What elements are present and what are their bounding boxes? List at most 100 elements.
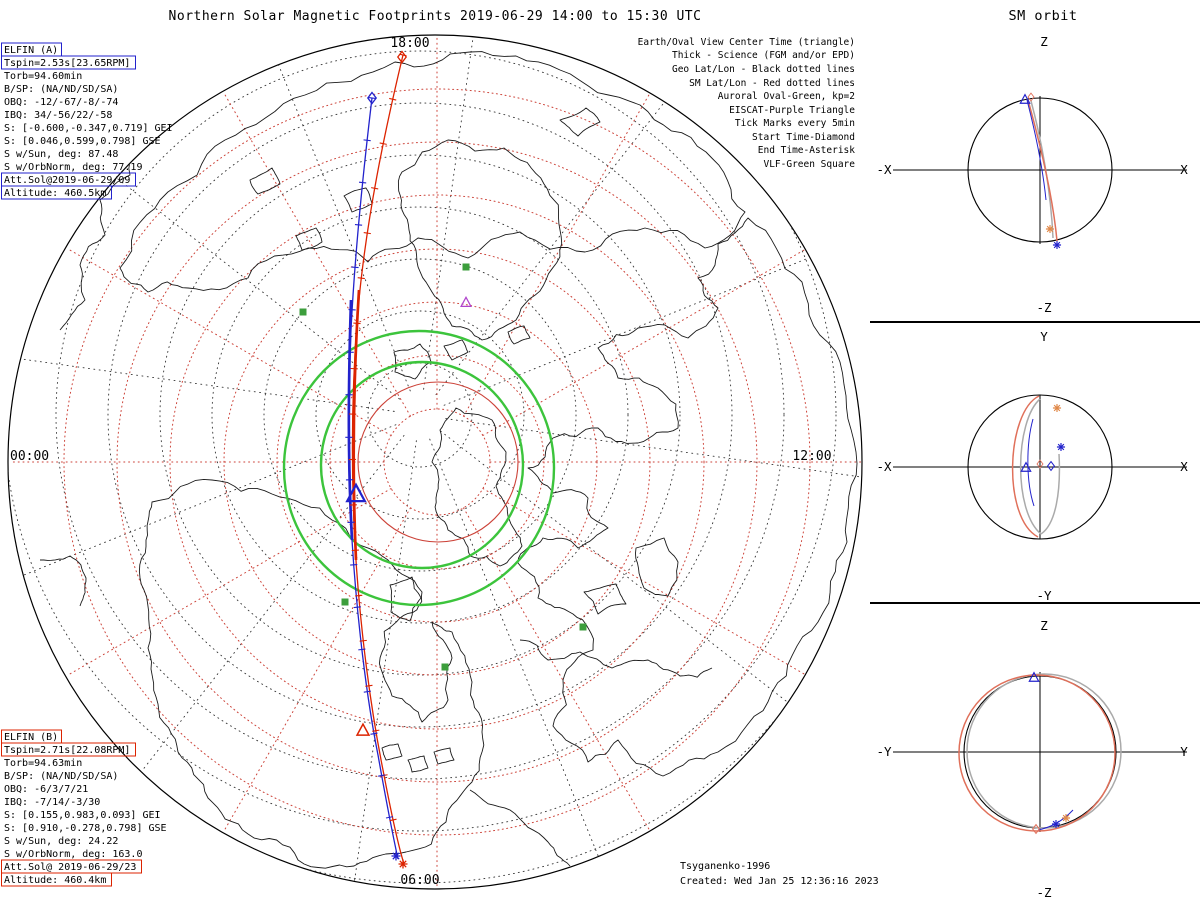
legend-line: Earth/Oval View Center Time (triangle) xyxy=(638,37,855,48)
lake xyxy=(433,747,455,765)
elfin-b-line: Torb=94.63min xyxy=(4,758,82,769)
geo-meridian-line xyxy=(429,438,646,889)
axis-label-bottom: -Z xyxy=(1036,300,1052,315)
time-tick xyxy=(353,606,361,609)
time-tick xyxy=(371,187,379,190)
elfin-a-track-science xyxy=(347,299,354,541)
legend-line: End Time-Asterisk xyxy=(758,145,856,156)
coast-greenland xyxy=(397,139,563,341)
sm-orbit-title: SM orbit xyxy=(1008,8,1077,24)
start-diamond xyxy=(1047,461,1055,471)
time-tick xyxy=(359,639,367,642)
axis-label-bottom: -Y xyxy=(1036,588,1052,603)
elfin-a-info: ELFIN (A) Tspin=2.53s[23.65RPM] Torb=94.… xyxy=(1,42,173,200)
end-asterisk-a xyxy=(390,850,402,862)
coast-atlantic xyxy=(469,789,571,867)
earth-circle xyxy=(967,97,1113,243)
elfin-a-line: S: [0.046,0.599,0.798] GSE xyxy=(4,136,161,147)
time-tick xyxy=(379,142,387,145)
end-asterisk-orange xyxy=(1045,224,1055,234)
sm-lat-circle xyxy=(383,408,491,516)
mlt-label-bottom: 06:00 xyxy=(400,873,439,888)
end-asterisk-blue xyxy=(1051,819,1061,829)
orbit-panel-yz: Z -Y Y -Z xyxy=(876,618,1188,900)
map-panel: 18:00 00:00 12:00 06:00 Tsyganenko-1996 … xyxy=(7,34,879,890)
geo-meridian-line xyxy=(443,189,862,406)
elfin-a-line: ELFIN (A) xyxy=(4,45,58,56)
elfin-a-line: IBQ: 34/-56/22/-58 xyxy=(4,110,112,121)
mlt-label-right: 12:00 xyxy=(792,449,831,464)
end-asterisk-blue xyxy=(1052,240,1062,250)
geo-meridian-line xyxy=(50,435,405,889)
elfin-b-line: Altitude: 460.4km xyxy=(4,875,106,886)
coast-asia xyxy=(517,217,858,777)
time-tick xyxy=(389,97,397,101)
sea-caspian xyxy=(635,537,679,597)
time-tick xyxy=(385,816,394,819)
legend-line: Tick Marks every 5min xyxy=(735,118,855,129)
created-label: Created: Wed Jan 25 12:36:16 2023 xyxy=(680,876,879,887)
time-tick xyxy=(351,266,359,269)
legend-line: Geo Lat/Lon - Black dotted lines xyxy=(672,64,855,75)
elfin-a-line: B/SP: (NA/ND/SD/SA) xyxy=(4,84,118,95)
coast-britain xyxy=(389,576,422,622)
geo-meridian-line xyxy=(423,35,504,390)
elfin-a-line: OBQ: -12/-67/-8/-74 xyxy=(4,97,118,108)
lake xyxy=(381,743,403,761)
sm-mlt-line xyxy=(67,248,392,436)
page-title: Northern Solar Magnetic Footprints 2019-… xyxy=(169,9,702,24)
elfin-a-line: Torb=94.60min xyxy=(4,71,82,82)
elfin-b-line: B/SP: (NA/ND/SD/SA) xyxy=(4,771,118,782)
asterisk-orange xyxy=(1052,403,1062,413)
geo-lat-circle xyxy=(367,362,473,468)
elfin-b-line: Att.Sol@ 2019-06-29/23 xyxy=(4,862,136,873)
elfin-a-line: S w/Sun, deg: 87.48 xyxy=(4,149,118,160)
geo-lat-circle xyxy=(211,206,629,624)
axis-label-right: X xyxy=(1180,459,1188,474)
coast-north-america xyxy=(138,478,485,869)
orbit-circle-gray xyxy=(966,673,1122,829)
elfin-b-track xyxy=(351,54,405,865)
elfin-b-line: S: [0.155,0.983,0.093] GEI xyxy=(4,810,161,821)
island xyxy=(559,107,601,137)
mlt-label-top: 18:00 xyxy=(390,36,429,51)
elfin-b-line: Tspin=2.71s[22.08RPM] xyxy=(4,745,130,756)
sm-mlt-line xyxy=(463,507,651,832)
time-tick xyxy=(358,648,366,651)
geo-lat-circle xyxy=(8,35,862,884)
elfin-a-line: S w/OrbNorm, deg: 77.19 xyxy=(4,162,142,173)
time-tick xyxy=(354,224,363,226)
time-tick xyxy=(378,774,386,777)
axis-label-bottom: -Z xyxy=(1036,885,1052,900)
end-asterisk-b xyxy=(397,858,409,870)
island xyxy=(295,227,323,251)
time-tick xyxy=(357,277,365,280)
legend-line: Auroral Oval-Green, kp=2 xyxy=(718,91,855,102)
elfin-b-line: IBQ: -7/14/-3/30 xyxy=(4,797,100,808)
sm-lat-circle xyxy=(223,248,651,676)
orbit-arc-red xyxy=(1011,395,1040,538)
model-label: Tsyganenko-1996 xyxy=(680,861,770,872)
orbit-panel-xy: Y -X X -Y xyxy=(876,329,1188,603)
axis-label-left: -X xyxy=(876,459,892,474)
axis-label-top: Y xyxy=(1040,329,1048,344)
geo-meridian-line xyxy=(194,35,411,392)
geo-lat-circle xyxy=(8,35,837,832)
elfin-b-line: S: [0.910,-0.278,0.798] GSE xyxy=(4,823,167,834)
time-tick xyxy=(353,322,361,325)
orbit-panel-xz: Z -X X -Z xyxy=(876,34,1188,315)
asterisk-blue xyxy=(1056,442,1066,452)
time-tick xyxy=(355,594,363,597)
orbit-circle-red xyxy=(958,674,1116,832)
vlf-square xyxy=(579,623,587,631)
axis-label-left: -X xyxy=(876,162,892,177)
coast-med xyxy=(519,639,713,678)
coast-left xyxy=(59,149,131,331)
auroral-oval-outer xyxy=(282,329,556,607)
coast-scandinavia xyxy=(431,407,523,567)
orbit-arc-blue xyxy=(1027,418,1035,507)
time-tick xyxy=(363,139,371,142)
orbit-arc-blue xyxy=(1026,99,1047,201)
elfin-b-track-science xyxy=(352,289,361,561)
